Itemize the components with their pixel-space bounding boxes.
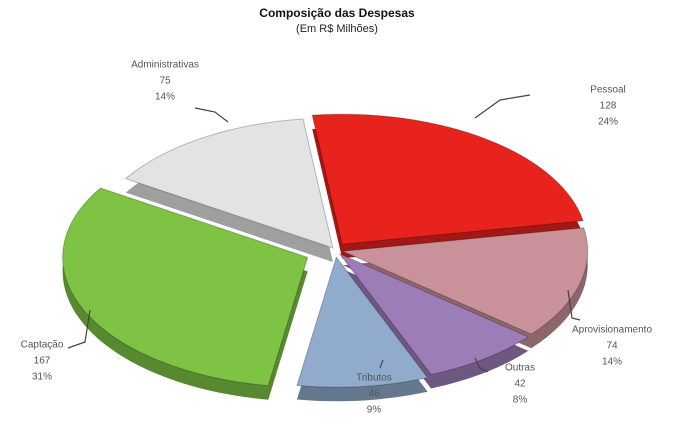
value-label: 46 <box>368 389 380 400</box>
leader-line <box>474 94 531 119</box>
leader-line <box>194 107 229 123</box>
slice <box>62 187 309 387</box>
leader-line <box>474 357 489 373</box>
slice <box>340 227 589 335</box>
chart-subtitle: (Em R$ Milhões) <box>296 23 378 35</box>
category-label: Tributos <box>356 373 392 384</box>
value-label: 42 <box>514 379 526 390</box>
slice <box>296 256 429 388</box>
category-label: Aprovisionamento <box>572 325 652 336</box>
leader-line <box>379 359 384 369</box>
category-label: Captação <box>21 340 64 351</box>
value-label: 167 <box>34 356 51 367</box>
percent-label: 14% <box>155 92 175 103</box>
leader-line <box>567 289 581 321</box>
value-label: 74 <box>606 341 618 352</box>
percent-label: 14% <box>602 357 622 368</box>
category-label: Administrativas <box>131 60 199 71</box>
leader-line <box>67 309 91 349</box>
percent-label: 9% <box>367 405 382 416</box>
category-label: Pessoal <box>590 85 626 96</box>
slice <box>338 252 530 376</box>
value-label: 75 <box>159 76 171 87</box>
chart-title: Composição das Despesas <box>259 6 415 20</box>
slice <box>311 113 584 245</box>
category-label: Outras <box>505 363 535 374</box>
pie-tops <box>62 113 589 388</box>
percent-label: 8% <box>513 395 528 406</box>
labels: Pessoal 128 24% Aprovisionamento 74 14% Outras… <box>21 60 653 416</box>
percent-label: 31% <box>32 372 52 383</box>
percent-label: 24% <box>598 117 618 128</box>
slice <box>124 118 334 249</box>
value-label: 128 <box>600 101 617 112</box>
